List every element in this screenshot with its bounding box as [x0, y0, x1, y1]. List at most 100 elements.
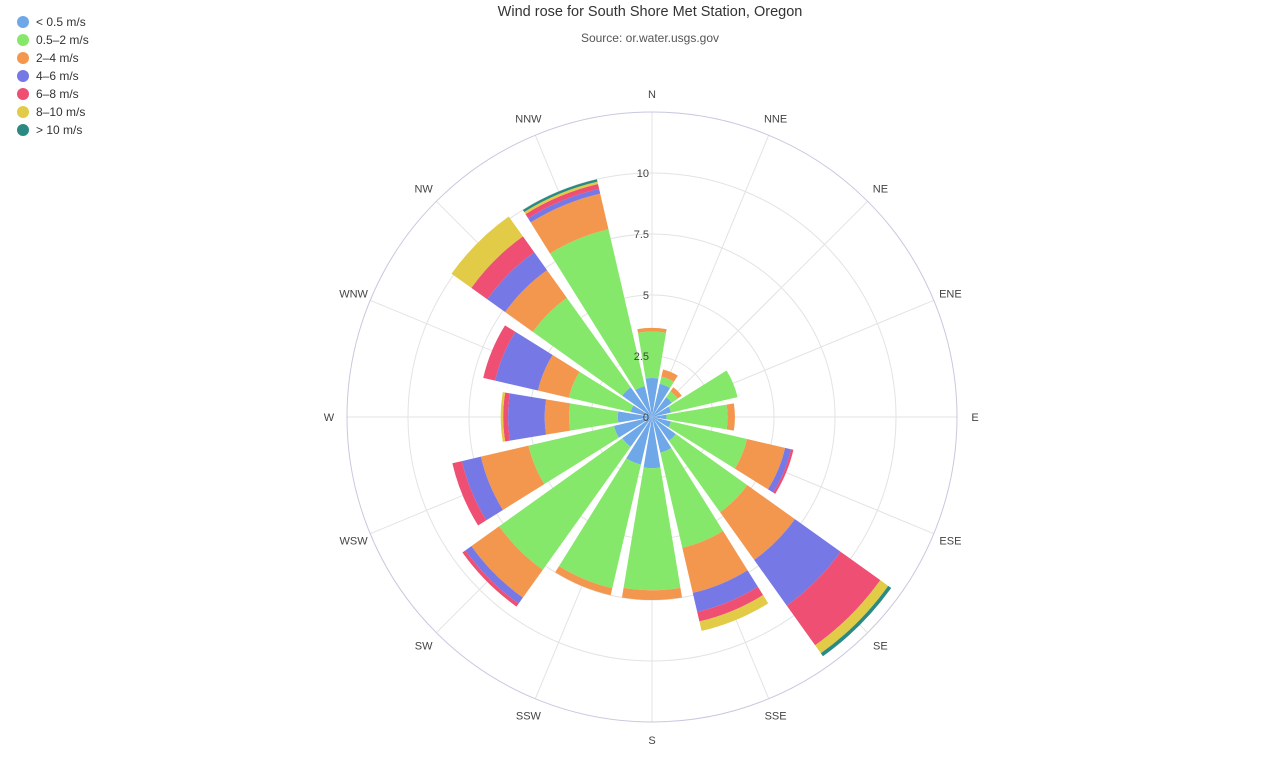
bar-ene-s0	[652, 406, 672, 417]
bar-sw-s2	[471, 526, 543, 598]
bar-ese-s3	[767, 447, 792, 493]
legend-label: < 0.5 m/s	[36, 15, 86, 29]
bar-wnw-s0	[630, 405, 652, 417]
chart-subtitle: Source: or.water.usgs.gov	[580, 31, 720, 45]
bar-wnw-s4	[483, 325, 516, 381]
legend-item[interactable]: 8–10 m/s	[17, 103, 89, 121]
bar-ene-s1	[668, 370, 738, 413]
bar-wsw-s0	[613, 417, 652, 438]
bar-se-s3	[754, 519, 841, 606]
bar-e-s2	[726, 403, 735, 431]
bar-wnw-s1	[568, 371, 634, 413]
bar-sw-s1	[499, 438, 631, 570]
legend-swatch	[17, 88, 29, 100]
legend-label: 4–6 m/s	[36, 69, 79, 83]
legend-swatch	[17, 16, 29, 28]
spoke-ne	[651, 200, 869, 418]
chart-title: Wind rose for South Shore Met Station, O…	[497, 4, 803, 20]
bar-sse-s5	[699, 595, 769, 631]
legend-label: > 10 m/s	[36, 123, 83, 137]
bar-ese-s2	[734, 439, 786, 490]
legend-label: 0.5–2 m/s	[36, 33, 89, 47]
direction-label-nnw: NNW	[515, 114, 542, 126]
radial-tick-label: 0	[643, 412, 649, 424]
bar-nw-s1	[532, 297, 631, 396]
bar-ssw-s0	[626, 417, 652, 465]
axis-labels: 0 2.5 5 7.5 10 N NNE NE ENE E ESE SE SSE S SSW SW WSW W WN…	[324, 89, 979, 747]
bar-wsw-s2	[480, 445, 545, 510]
legend: < 0.5 m/s 0.5–2 m/s 2–4 m/s 4–6 m/s 6–8 m/s 8…	[17, 13, 89, 139]
bar-wsw-s3	[461, 456, 503, 521]
spoke-nne	[651, 135, 770, 418]
direction-label-wsw: WSW	[340, 536, 369, 548]
bar-se-s6	[820, 585, 892, 657]
radial-tick-label: 10	[637, 168, 649, 180]
bar-nw-s3	[487, 252, 548, 313]
bar-n-s0	[645, 377, 659, 417]
legend-label: 2–4 m/s	[36, 51, 79, 65]
legend-item[interactable]: 6–8 m/s	[17, 85, 89, 103]
bar-w-s3	[508, 393, 547, 441]
bar-se-s4	[786, 551, 881, 646]
legend-swatch	[17, 52, 29, 64]
bar-nw-s4	[471, 236, 535, 300]
bar-ssw-s1	[559, 458, 641, 589]
bar-nnw-s6	[522, 179, 598, 213]
wind-bars	[451, 179, 892, 657]
bar-w-s0	[617, 411, 652, 423]
bar-nnw-s1	[549, 229, 645, 391]
bar-w-s2	[544, 399, 571, 435]
bar-sse-s0	[652, 417, 672, 453]
direction-label-e: E	[971, 412, 978, 424]
bar-ne-s0	[652, 397, 672, 417]
bar-se-s1	[669, 434, 748, 513]
direction-label-sw: SW	[415, 640, 433, 652]
bar-nw-s5	[451, 216, 523, 288]
bar-nnw-s2	[530, 193, 609, 254]
bar-wnw-s2	[537, 355, 580, 398]
radial-tick-label: 5	[643, 290, 649, 302]
legend-item[interactable]: 2–4 m/s	[17, 49, 89, 67]
bar-nnw-s4	[525, 184, 600, 219]
bar-sse-s4	[697, 586, 764, 622]
bar-se-s0	[652, 417, 676, 441]
bar-s-s1	[623, 467, 681, 591]
bar-e-s1	[666, 404, 728, 430]
bar-sse-s1	[660, 448, 724, 548]
bar-sw-s3	[465, 546, 523, 604]
bar-s-s2	[621, 587, 683, 600]
bar-ese-s4	[773, 449, 794, 494]
outer-ring	[346, 111, 958, 723]
bar-w-s1	[569, 403, 619, 431]
direction-label-s: S	[648, 735, 655, 747]
bar-w-s5	[500, 392, 506, 442]
bar-nnw-s5	[524, 181, 599, 215]
direction-label-nw: NW	[414, 184, 433, 196]
legend-item[interactable]: 0.5–2 m/s	[17, 31, 89, 49]
direction-label-ese: ESE	[939, 536, 961, 548]
bar-sw-s0	[622, 417, 652, 447]
bar-nne-s0	[652, 383, 671, 417]
direction-label-wnw: WNW	[339, 288, 368, 300]
legend-swatch	[17, 106, 29, 118]
bar-nnw-s0	[635, 386, 652, 417]
legend-item[interactable]: 4–6 m/s	[17, 67, 89, 85]
direction-label-sse: SSE	[765, 710, 787, 722]
direction-label-w: W	[324, 412, 335, 424]
bar-sw-s4	[462, 550, 519, 607]
bar-ese-s1	[668, 421, 748, 469]
direction-label-n: N	[648, 89, 656, 101]
bar-n-s2	[637, 327, 667, 333]
legend-label: 6–8 m/s	[36, 87, 79, 101]
bar-nne-s2	[661, 369, 678, 382]
bar-ne-s2	[670, 387, 682, 399]
legend-swatch	[17, 124, 29, 136]
bar-wsw-s1	[528, 425, 619, 485]
legend-item[interactable]: > 10 m/s	[17, 121, 89, 139]
bar-w-s4	[503, 392, 510, 442]
ring-7-5	[468, 233, 836, 601]
legend-item[interactable]: < 0.5 m/s	[17, 13, 89, 31]
bar-n-s1	[637, 331, 667, 379]
radial-tick-label: 7.5	[634, 229, 649, 241]
bar-e-s0	[652, 414, 667, 420]
